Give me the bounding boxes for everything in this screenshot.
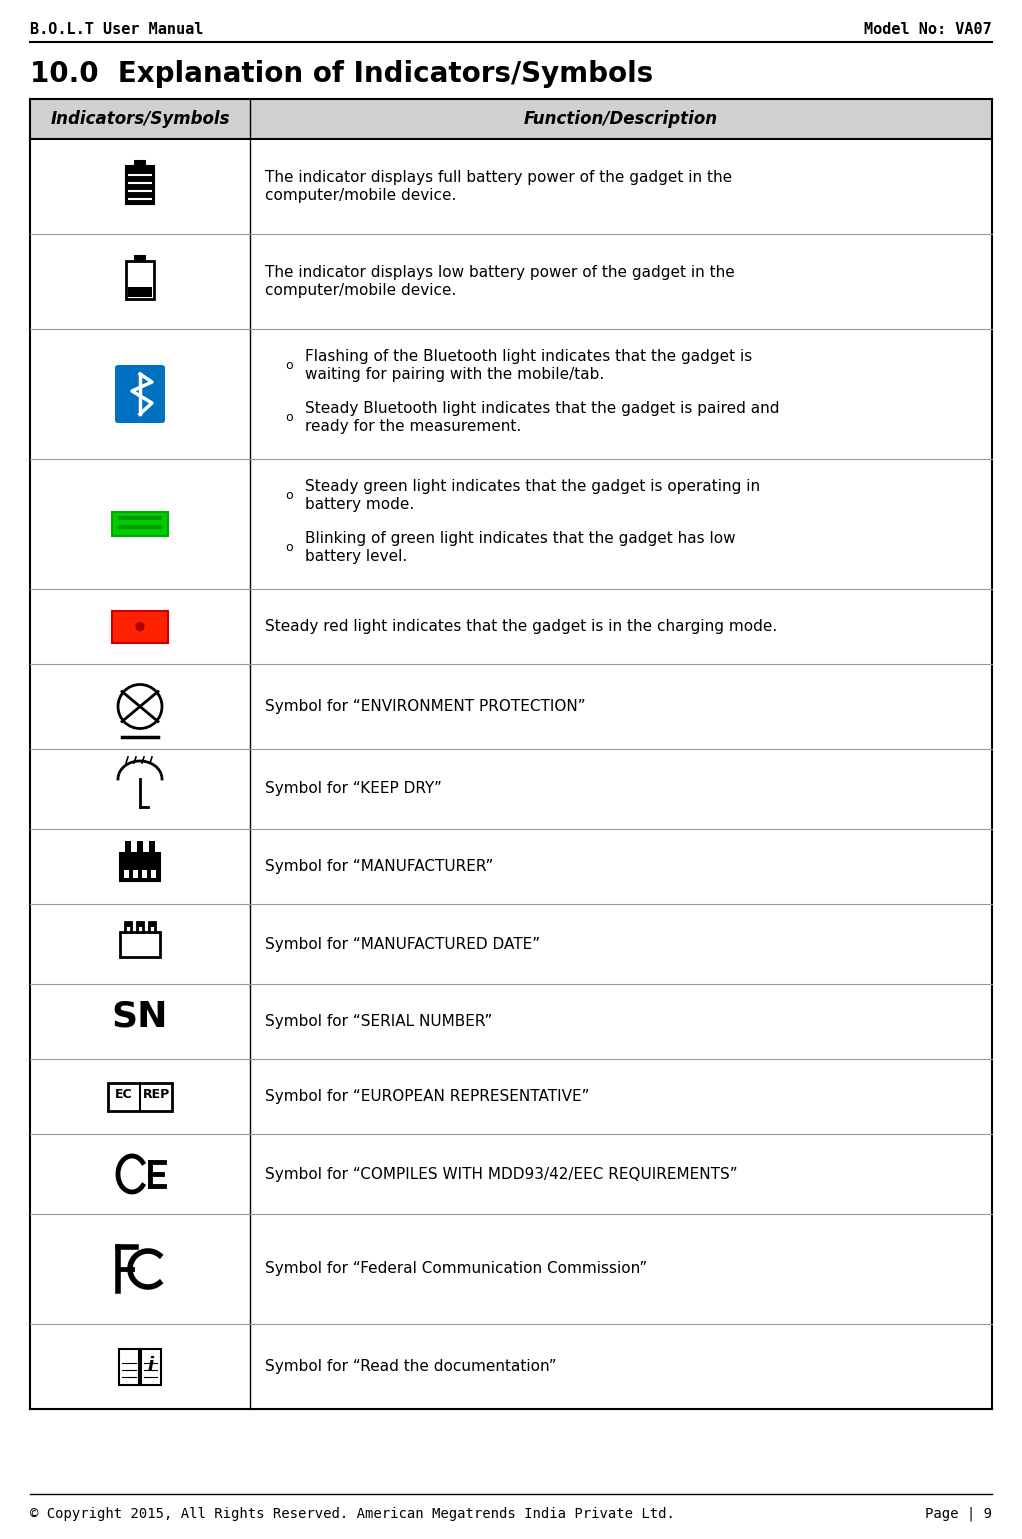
Bar [137,922,143,931]
Text: Model No: VA07: Model No: VA07 [865,22,992,37]
Text: o: o [285,411,292,423]
Text: Symbol for “EUROPEAN REPRESENTATIVE”: Symbol for “EUROPEAN REPRESENTATIVE” [265,1090,590,1103]
Circle shape [136,622,144,631]
Text: The indicator displays full battery power of the gadget in the
computer/mobile d: The indicator displays full battery powe… [265,171,732,203]
Text: Symbol for “MANUFACTURED DATE”: Symbol for “MANUFACTURED DATE” [265,937,540,951]
Text: Flashing of the Bluetooth light indicates that the gadget is
waiting for pairing: Flashing of the Bluetooth light indicate… [305,349,752,382]
Text: Symbol for “COMPILES WITH MDD93/42/EEC REQUIREMENTS”: Symbol for “COMPILES WITH MDD93/42/EEC R… [265,1167,738,1182]
Bar [126,166,154,203]
Text: 10.0  Explanation of Indicators/Symbols: 10.0 Explanation of Indicators/Symbols [30,60,653,88]
FancyBboxPatch shape [30,98,992,139]
Text: B.O.L.T User Manual: B.O.L.T User Manual [30,22,203,37]
Text: Symbol for “Read the documentation”: Symbol for “Read the documentation” [265,1359,557,1374]
Bar [151,870,156,877]
Bar [128,286,152,297]
Text: Symbol for “KEEP DRY”: Symbol for “KEEP DRY” [265,782,442,797]
Bar [112,512,168,536]
Bar [141,1348,161,1385]
Text: i: i [147,1356,153,1373]
Bar [120,931,160,957]
Bar [118,516,162,520]
Bar [118,525,162,529]
Text: o: o [285,489,292,502]
Text: Steady Bluetooth light indicates that the gadget is paired and
ready for the mea: Steady Bluetooth light indicates that th… [305,402,780,434]
Text: o: o [285,359,292,372]
Text: EC: EC [115,1088,133,1100]
Bar [137,922,143,926]
Bar [125,840,131,853]
Text: Symbol for “MANUFACTURER”: Symbol for “MANUFACTURER” [265,859,494,874]
Bar [125,922,131,931]
Bar [133,870,138,877]
Bar [108,1082,172,1111]
Text: SN: SN [111,999,169,1034]
Bar [119,1348,139,1385]
Text: Function/Description: Function/Description [524,109,718,128]
Text: o: o [285,540,292,554]
Text: Page | 9: Page | 9 [925,1507,992,1521]
Text: The indicator displays low battery power of the gadget in the
computer/mobile de: The indicator displays low battery power… [265,265,735,297]
Bar [135,255,145,260]
Bar [137,840,143,853]
Bar [124,870,129,877]
Bar [149,922,155,931]
Text: Steady green light indicates that the gadget is operating in
battery mode.: Steady green light indicates that the ga… [305,479,760,511]
Bar [135,160,145,166]
Text: Blinking of green light indicates that the gadget has low
battery level.: Blinking of green light indicates that t… [305,531,736,563]
Text: Symbol for “ENVIRONMENT PROTECTION”: Symbol for “ENVIRONMENT PROTECTION” [265,699,586,714]
FancyBboxPatch shape [115,365,165,423]
Text: REP: REP [142,1088,170,1100]
Text: Indicators/Symbols: Indicators/Symbols [50,109,230,128]
Bar [125,922,131,926]
Text: Symbol for “Federal Communication Commission”: Symbol for “Federal Communication Commis… [265,1262,647,1276]
Bar [149,922,155,926]
Bar [126,260,154,299]
Bar [142,870,147,877]
Bar [120,853,160,880]
Text: © Copyright 2015, All Rights Reserved. American Megatrends India Private Ltd.: © Copyright 2015, All Rights Reserved. A… [30,1507,675,1521]
Text: Steady red light indicates that the gadget is in the charging mode.: Steady red light indicates that the gadg… [265,619,778,634]
Bar [149,840,155,853]
Bar [112,611,168,642]
Text: Symbol for “SERIAL NUMBER”: Symbol for “SERIAL NUMBER” [265,1014,493,1030]
